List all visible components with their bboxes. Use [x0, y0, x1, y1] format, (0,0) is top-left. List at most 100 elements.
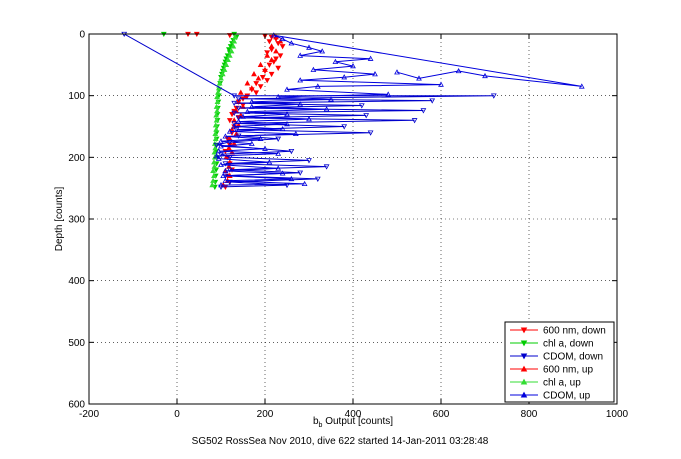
legend-entry: CDOM, down — [510, 352, 603, 363]
data-point — [253, 90, 260, 96]
data-point — [213, 112, 220, 118]
legend-label: 600 nm, down — [543, 326, 606, 337]
x-axis-label-main: b — [313, 416, 319, 427]
x-tick-label: -200 — [79, 409, 99, 420]
data-point — [314, 83, 321, 89]
data-point — [279, 44, 286, 50]
x-tick-label: 800 — [521, 409, 538, 420]
y-tick-label: 300 — [68, 215, 85, 226]
data-point — [211, 149, 218, 155]
data-point — [223, 61, 230, 67]
data-point — [273, 48, 279, 54]
data-point — [222, 167, 229, 174]
data-point — [248, 98, 255, 104]
data-point — [455, 67, 462, 74]
data-point — [248, 85, 255, 91]
data-point — [215, 89, 221, 95]
series-chl-a-up — [209, 34, 238, 188]
x-tick-label: 200 — [257, 409, 274, 420]
data-point — [394, 69, 400, 75]
data-point — [214, 108, 220, 114]
data-point — [248, 140, 255, 146]
data-point — [255, 75, 262, 81]
x-axis-label-rest: Output [counts] — [322, 416, 393, 427]
data-point — [372, 71, 378, 77]
data-point — [235, 96, 242, 102]
data-point — [226, 128, 233, 134]
data-point — [228, 48, 235, 54]
data-point — [218, 143, 224, 149]
legend-swatch-marker — [520, 340, 528, 347]
data-point — [284, 111, 290, 117]
data-point — [284, 86, 290, 92]
x-axis-label-subscript: b — [319, 422, 323, 429]
data-point — [211, 163, 218, 169]
data-point — [215, 148, 222, 154]
x-tick-label: 0 — [174, 409, 180, 420]
data-point — [248, 103, 255, 109]
legend-swatch-marker — [520, 327, 528, 334]
data-point — [209, 182, 216, 188]
data-point — [264, 52, 271, 58]
x-tick-label: 1000 — [606, 409, 629, 420]
data-point — [306, 158, 312, 164]
data-point — [213, 142, 220, 149]
data-point — [264, 78, 271, 84]
data-point — [257, 61, 264, 67]
data-point — [211, 159, 217, 165]
y-tick-label: 100 — [68, 91, 85, 102]
data-point — [213, 103, 220, 109]
legend-label: CDOM, up — [543, 391, 591, 402]
data-point — [231, 38, 238, 44]
data-point — [323, 164, 330, 170]
data-point — [297, 101, 304, 107]
data-point — [266, 39, 273, 45]
data-point — [363, 113, 370, 119]
data-point — [482, 72, 488, 79]
legend-label: CDOM, down — [543, 352, 603, 363]
data-point — [288, 40, 295, 46]
legend-box — [504, 321, 615, 403]
data-point — [288, 149, 295, 155]
data-point — [341, 74, 348, 80]
data-point — [213, 153, 220, 159]
legend-swatch-marker — [520, 353, 528, 360]
data-point — [222, 161, 229, 167]
data-point — [218, 161, 224, 167]
legend-label: chl a, down — [543, 339, 594, 350]
data-point — [275, 150, 282, 156]
data-point — [262, 66, 268, 72]
data-point — [222, 177, 229, 183]
data-point — [257, 84, 264, 90]
series-chl-a-down — [160, 31, 240, 190]
data-point — [231, 100, 238, 107]
data-point — [268, 43, 275, 49]
data-point — [279, 125, 286, 132]
data-point — [420, 108, 427, 114]
data-point — [213, 117, 220, 123]
legend-swatch-marker — [520, 391, 528, 398]
data-point — [212, 130, 219, 137]
data-point — [211, 172, 217, 178]
data-point — [212, 135, 219, 141]
data-point — [210, 177, 216, 183]
data-point — [219, 71, 226, 77]
x-tick-label: 400 — [345, 409, 362, 420]
x-tick-label: 600 — [433, 409, 450, 420]
legend-entry: 600 nm, down — [510, 326, 606, 337]
legend-swatch-marker — [520, 378, 528, 385]
data-point — [266, 62, 273, 68]
data-point — [275, 65, 282, 71]
data-point — [240, 113, 246, 119]
data-point — [275, 93, 282, 100]
data-point — [244, 80, 251, 86]
data-point — [332, 58, 339, 64]
legend-entry: chl a, down — [510, 339, 594, 350]
data-point — [275, 136, 282, 142]
legend-label: chl a, up — [543, 378, 581, 389]
data-point — [429, 98, 436, 104]
data-point — [416, 75, 422, 81]
data-point — [253, 81, 260, 87]
data-point — [212, 145, 219, 151]
